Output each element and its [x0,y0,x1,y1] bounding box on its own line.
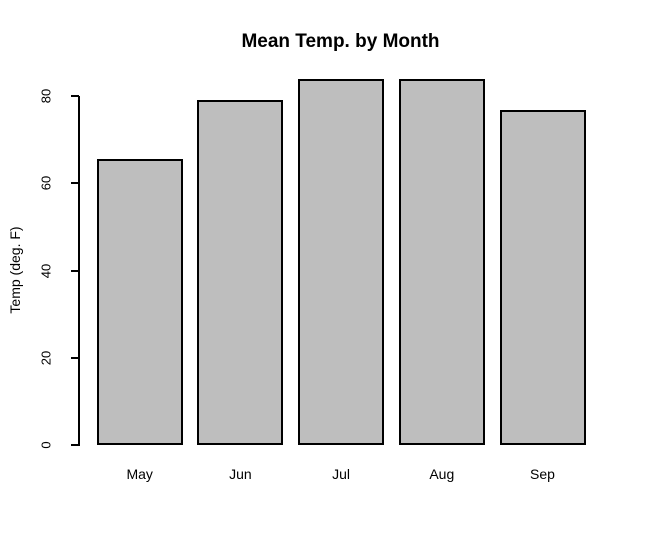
y-tick-mark-60 [71,182,79,185]
bar-aug [398,79,485,445]
x-tick-label-may: May [126,466,153,482]
y-axis-label: Temp (deg. F) [7,226,23,314]
bar-jun [197,100,284,445]
x-tick-label-jul: Jul [332,466,351,482]
y-tick-label-60: 60 [38,176,54,191]
y-tick-mark-20 [71,356,79,359]
plot-area [80,0,601,445]
x-tick-label-sep: Sep [530,466,555,482]
bar-may [96,159,183,445]
bar-sep [499,110,586,445]
y-tick-label-20: 20 [38,350,54,365]
y-tick-mark-0 [71,444,79,446]
y-tick-label-40: 40 [38,263,54,278]
y-tick-mark-80 [71,95,79,97]
x-tick-label-jun: Jun [229,466,252,482]
x-tick-label-aug: Aug [429,466,455,482]
y-tick-mark-40 [71,269,79,272]
y-tick-label-0: 0 [38,441,54,449]
y-tick-label-80: 80 [38,88,54,104]
bar-jul [298,79,385,445]
y-axis-line [78,96,80,446]
chart-title: Mean Temp. by Month [241,31,440,52]
